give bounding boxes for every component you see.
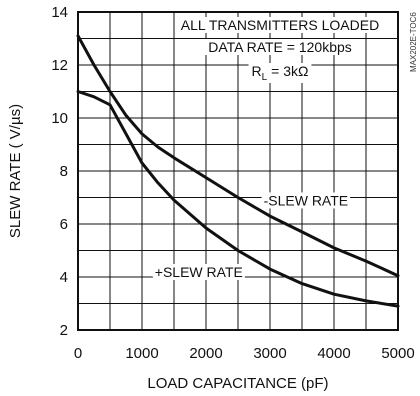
x-axis-title: LOAD CAPACITANCE (pF)	[147, 375, 328, 392]
rl-main: R	[252, 63, 262, 79]
y-tick-label: 12	[51, 57, 68, 74]
x-tick-label: 4000	[317, 345, 350, 362]
annotation-transmitters: ALL TRANSMITTERS LOADED	[181, 17, 379, 33]
x-tick-label: 2000	[189, 345, 222, 362]
y-tick-label: 10	[51, 110, 68, 127]
y-tick-label: 4	[60, 269, 68, 286]
tick-labels: 0 1000 2000 3000 4000 5000 2 4 6 8 10 12 14	[51, 4, 414, 362]
grid	[78, 12, 398, 330]
series-label-positive-slew: +SLEW RATE	[155, 264, 243, 280]
y-axis-title: SLEW RATE ( V/µs)	[7, 104, 24, 238]
x-tick-label: 3000	[253, 345, 286, 362]
annotation-data-rate: DATA RATE = 120kbps	[208, 39, 352, 55]
series-label-negative-slew: -SLEW RATE	[264, 192, 349, 208]
y-tick-label: 6	[60, 216, 68, 233]
x-tick-label: 0	[74, 345, 82, 362]
rl-value: = 3kΩ	[267, 63, 308, 79]
figure-code: MAX202E-TOC6	[409, 12, 418, 72]
y-tick-label: 14	[51, 4, 68, 21]
y-tick-label: 8	[60, 163, 68, 180]
x-tick-label: 5000	[381, 345, 414, 362]
y-tick-label: 2	[60, 322, 68, 339]
x-tick-label: 1000	[125, 345, 158, 362]
